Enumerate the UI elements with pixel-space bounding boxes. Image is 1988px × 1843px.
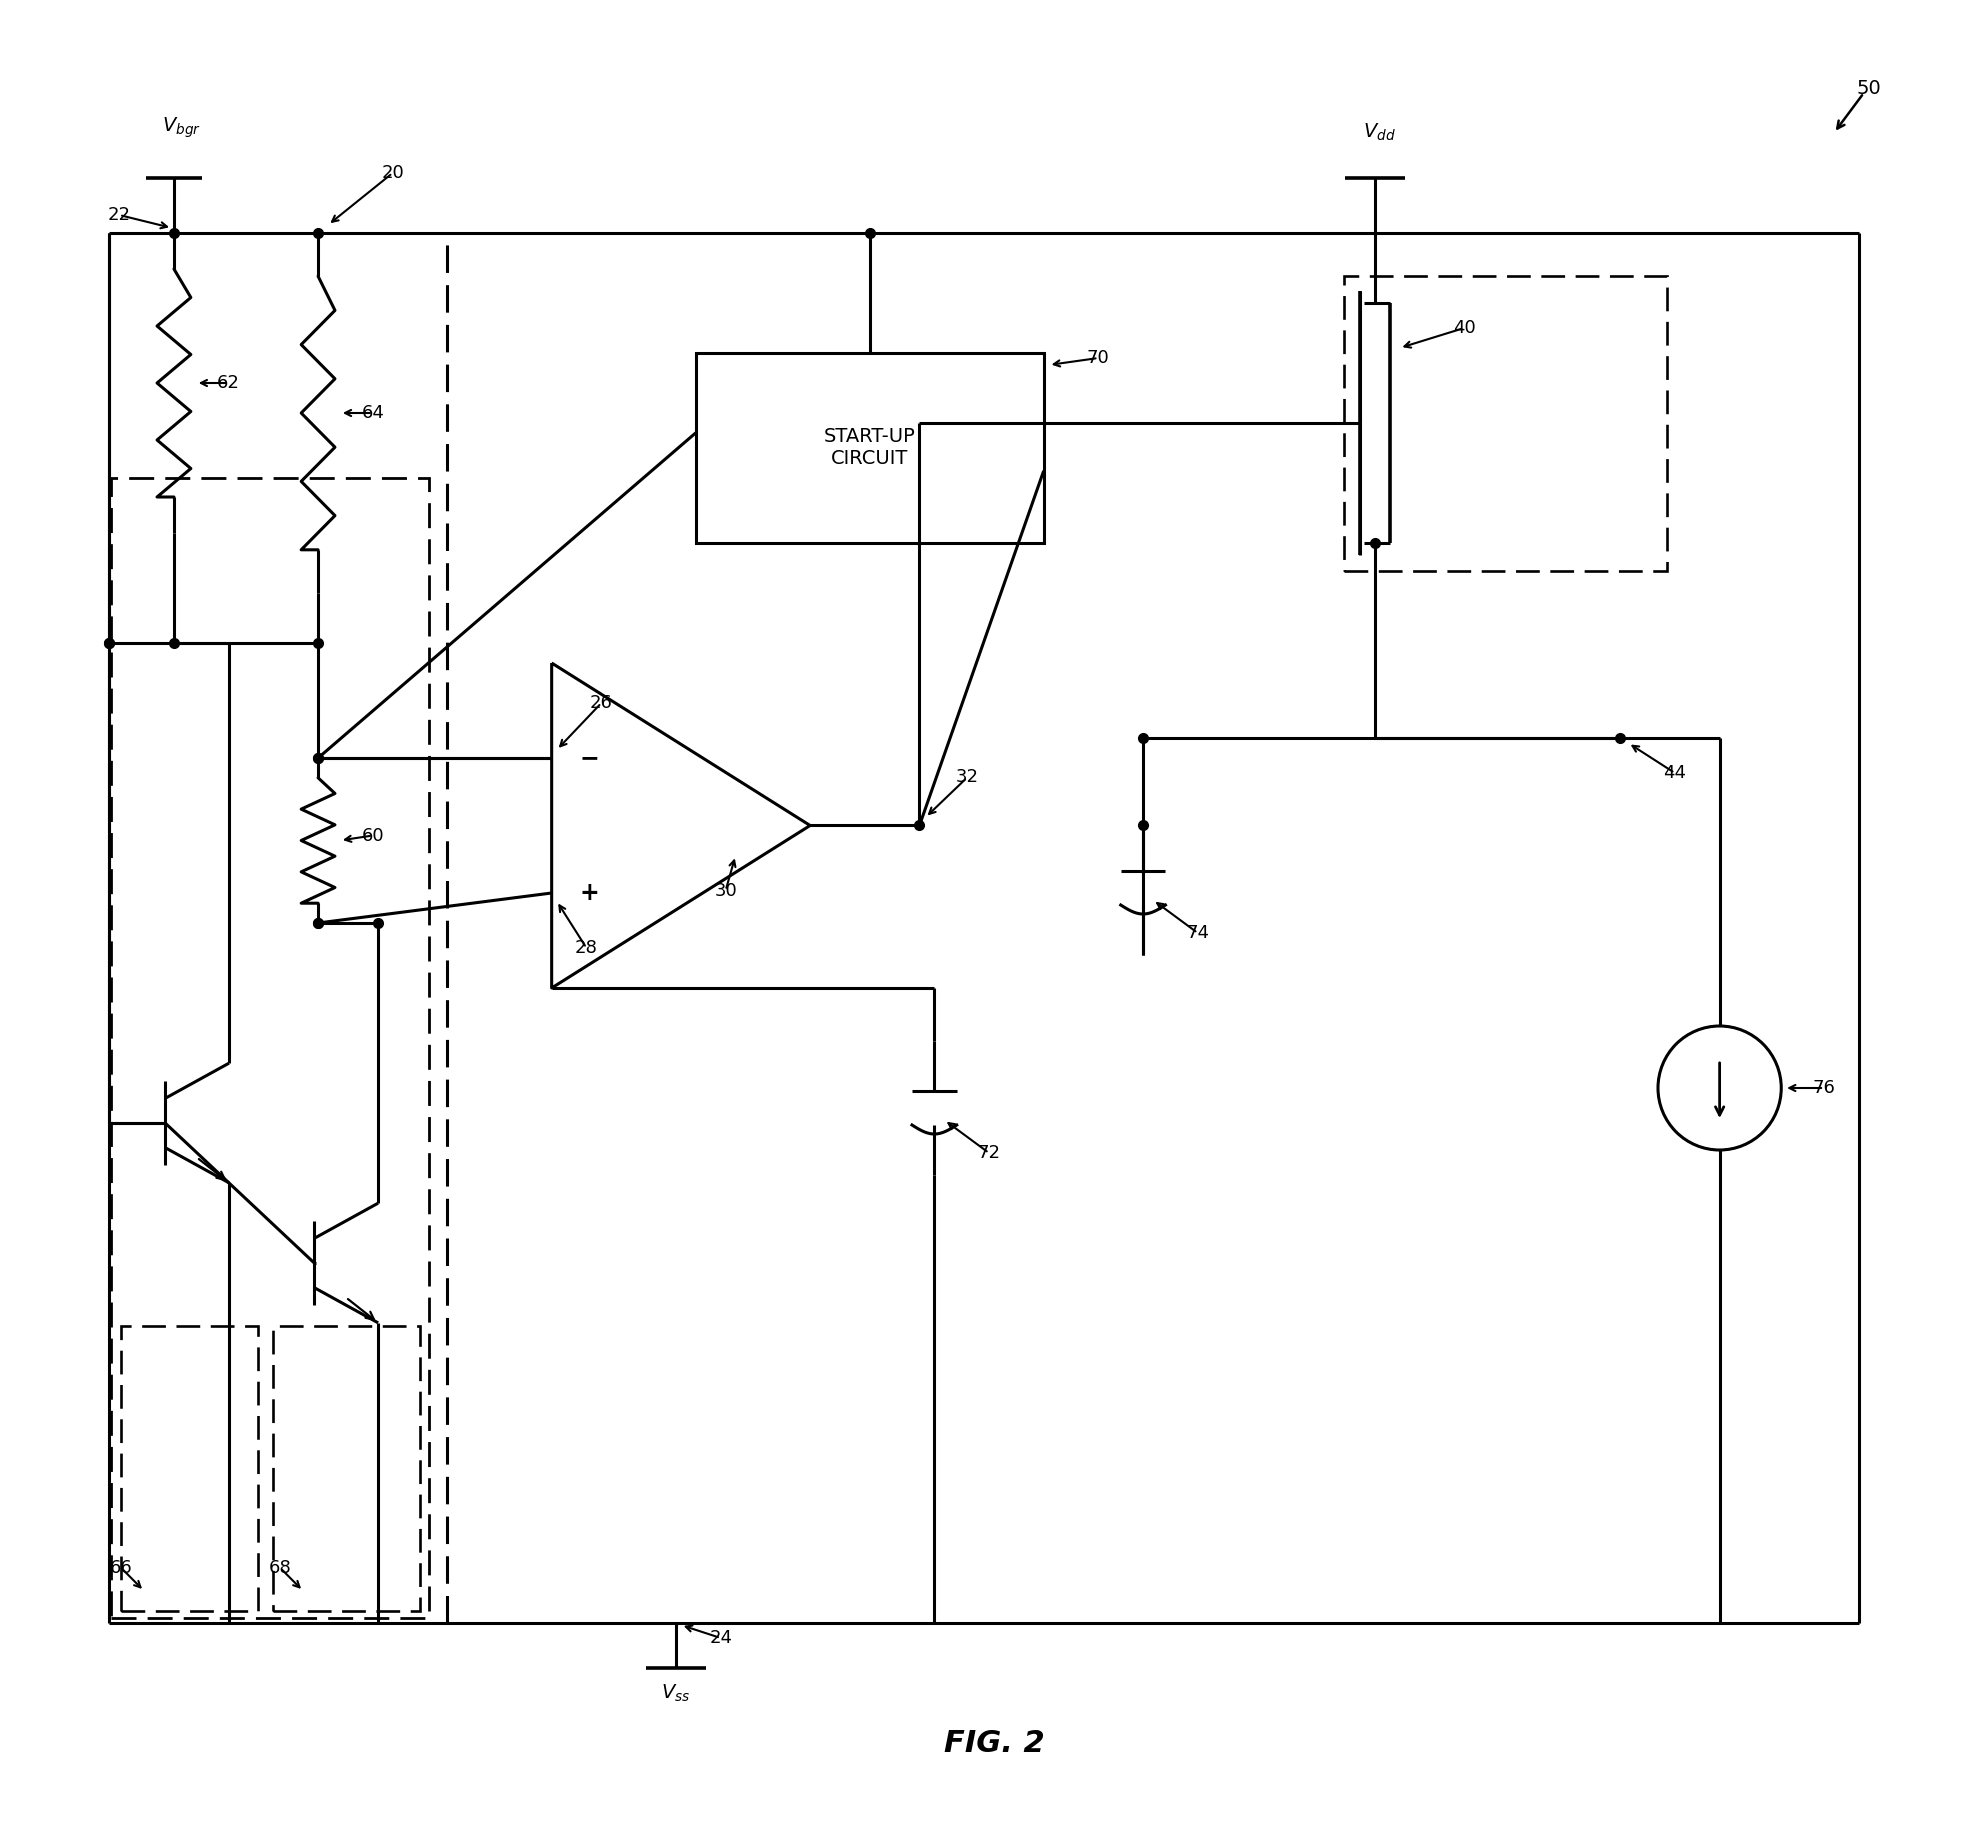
Bar [696, 354, 1044, 544]
Text: 72: 72 [978, 1145, 1000, 1161]
Text: 30: 30 [714, 881, 738, 899]
Text: 40: 40 [1453, 319, 1475, 337]
Text: 22: 22 [107, 206, 131, 225]
Text: $\mathit{V}_{ss}$: $\mathit{V}_{ss}$ [662, 1683, 690, 1705]
Bar [1344, 276, 1666, 571]
Text: $\mathit{V}_{bgr}$: $\mathit{V}_{bgr}$ [163, 116, 201, 140]
Text: 64: 64 [362, 404, 384, 422]
Text: 62: 62 [217, 374, 241, 393]
Text: 26: 26 [590, 695, 612, 711]
Text: 50: 50 [1857, 79, 1881, 98]
Text: 60: 60 [362, 826, 384, 844]
Text: 24: 24 [710, 1629, 732, 1648]
Text: 32: 32 [956, 769, 978, 787]
Text: $\mathit{V}_{dd}$: $\mathit{V}_{dd}$ [1364, 122, 1396, 144]
Text: 68: 68 [268, 1559, 292, 1578]
Text: 66: 66 [109, 1559, 133, 1578]
Text: 28: 28 [575, 938, 598, 957]
Bar [272, 1325, 421, 1611]
Text: 44: 44 [1664, 765, 1686, 781]
Text: FIG. 2: FIG. 2 [944, 1729, 1044, 1758]
Text: −: − [580, 746, 598, 770]
Bar [121, 1325, 258, 1611]
Text: 20: 20 [382, 164, 404, 182]
Text: START-UP
CIRCUIT: START-UP CIRCUIT [823, 428, 916, 468]
Text: 76: 76 [1813, 1078, 1835, 1097]
Text: +: + [580, 881, 598, 905]
Text: 74: 74 [1187, 923, 1209, 942]
Text: 70: 70 [1087, 348, 1109, 367]
